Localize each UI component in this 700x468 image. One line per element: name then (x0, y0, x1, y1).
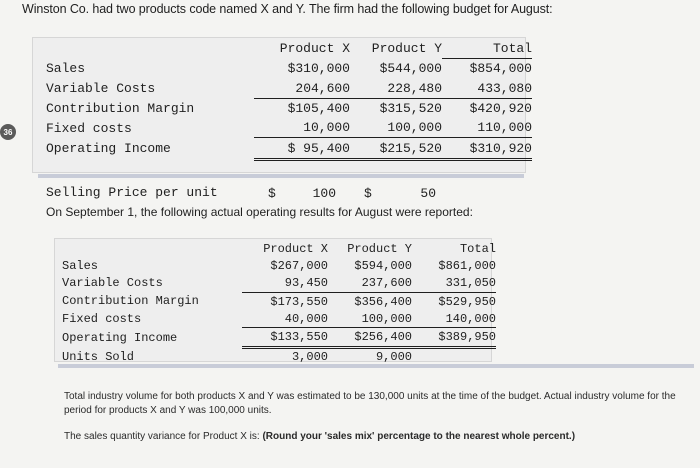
budget-row-contribution-margin: Contribution Margin $105,400 $315,520 $4… (46, 98, 532, 118)
header-product-y: Product Y (371, 41, 442, 57)
row-label: Variable Costs (46, 80, 156, 96)
currency-symbol: $ (364, 185, 372, 201)
actual-table: Product X Product Y Total Sales $267,000… (62, 240, 496, 366)
question-prompt-instruction: (Round your 'sales mix' percentage to th… (262, 431, 576, 442)
cell-x: 93,450 (242, 274, 328, 293)
industry-volume-text: Total industry volume for both products … (64, 391, 676, 416)
budget-row-variable-costs: Variable Costs 204,600 228,480 433,080 (46, 78, 532, 99)
row-label: Variable Costs (62, 276, 163, 291)
cell-y: 228,480 (350, 78, 442, 99)
problem-intro: Winston Co. had two products code named … (22, 2, 553, 16)
actual-row-sales: Sales $267,000 $594,000 $861,000 (62, 257, 496, 274)
cell-x: $ 100 (254, 159, 350, 226)
row-label: Selling Price per unit (46, 185, 218, 201)
row-label: Units Sold (62, 349, 135, 364)
header-blank (46, 39, 254, 59)
cell-y: $594,000 (354, 258, 412, 273)
cell-x: $ 95,400 (254, 137, 350, 161)
row-label: Fixed costs (62, 312, 142, 327)
actual-row-operating-income: Operating Income $133,550 $256,400 $389,… (62, 327, 496, 349)
actual-row-variable-costs: Variable Costs 93,450 237,600 331,050 (62, 274, 496, 293)
cell-total: $854,000 (469, 61, 532, 77)
cell-x: $105,400 (287, 101, 350, 117)
cell-total: $389,950 (412, 327, 496, 349)
cell-y: 100,000 (328, 310, 412, 329)
cell-y: 100,000 (350, 118, 442, 139)
cell-x: $173,550 (270, 294, 328, 309)
question-prompt: The sales quantity variance for Product … (64, 431, 575, 442)
cell-y: $215,520 (350, 137, 442, 161)
header-blank (62, 240, 242, 257)
budget-row-fixed-costs: Fixed costs 10,000 100,000 110,000 (46, 118, 532, 139)
budget-table: Product X Product Y Total Sales $310,000… (46, 39, 532, 226)
cell-total: 433,080 (442, 78, 532, 99)
row-label: Contribution Margin (62, 294, 199, 309)
actual-results-intro: On September 1, the following actual ope… (46, 205, 473, 219)
cell-x: $267,000 (270, 258, 328, 273)
actual-panel-divider (58, 364, 694, 368)
cell-x: 3,000 (291, 350, 328, 365)
budget-panel-divider (38, 174, 524, 178)
row-label: Operating Income (62, 330, 178, 345)
header-total: Total (442, 39, 532, 60)
row-label: Fixed costs (46, 120, 132, 136)
cell-x: 204,600 (254, 78, 350, 99)
cell-total: $310,920 (442, 137, 532, 161)
actual-row-contribution-margin: Contribution Margin $173,550 $356,400 $5… (62, 292, 496, 310)
cell-x: 10,000 (254, 118, 350, 139)
row-label: Operating Income (46, 141, 171, 157)
cell-y: 9,000 (375, 350, 412, 365)
currency-symbol: $ (268, 185, 276, 201)
budget-header-row: Product X Product Y Total (46, 39, 532, 60)
cell-total (412, 347, 496, 366)
actual-row-units-sold: Units Sold 3,000 9,000 (62, 347, 496, 366)
header-product-y: Product Y (347, 241, 412, 256)
cell-total: 110,000 (442, 118, 532, 139)
cell-y: $544,000 (379, 61, 442, 77)
cell-total: $529,950 (438, 294, 496, 309)
cell-y: $256,400 (328, 327, 412, 349)
row-label: Sales (62, 258, 99, 273)
header-total: Total (459, 241, 496, 256)
budget-row-operating-income: Operating Income $ 95,400 $215,520 $310,… (46, 137, 532, 161)
cell-value: 100 (312, 185, 336, 201)
cell-x: $310,000 (287, 61, 350, 77)
cell-y: $ 50 (350, 159, 442, 226)
cell-y: $356,400 (354, 294, 412, 309)
row-label: Contribution Margin (46, 100, 195, 116)
header-product-x: Product X (263, 241, 328, 256)
row-label: Sales (46, 61, 86, 77)
cell-y: $315,520 (379, 101, 442, 117)
header-product-x: Product X (279, 41, 350, 57)
question-number-badge[interactable]: 36 (0, 124, 16, 140)
cell-total: $861,000 (438, 258, 496, 273)
cell-total: 331,050 (412, 274, 496, 293)
cell-total: 140,000 (412, 310, 496, 329)
actual-header-row: Product X Product Y Total (62, 240, 496, 257)
question-prompt-text: The sales quantity variance for Product … (64, 431, 263, 442)
cell-total: $420,920 (469, 101, 532, 117)
cell-y: 237,600 (328, 274, 412, 293)
cell-x: 40,000 (242, 310, 328, 329)
cell-x: $133,550 (242, 327, 328, 349)
actual-row-fixed-costs: Fixed costs 40,000 100,000 140,000 (62, 310, 496, 329)
budget-row-selling-price: Selling Price per unit $ 100 $ 50 (46, 159, 532, 226)
cell-value: 50 (420, 185, 436, 201)
budget-row-sales: Sales $310,000 $544,000 $854,000 (46, 59, 532, 79)
